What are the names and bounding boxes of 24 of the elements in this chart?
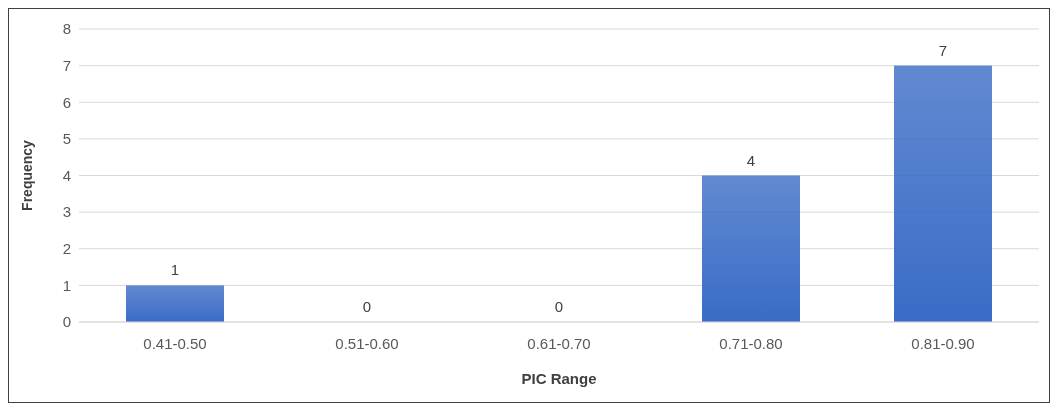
x-tick-label: 0.51-0.60 xyxy=(335,334,399,352)
data-label: 4 xyxy=(746,151,756,169)
bar xyxy=(894,65,992,322)
data-label: 0 xyxy=(362,298,372,315)
bar xyxy=(126,285,224,322)
y-tick-label: 5 xyxy=(62,130,71,148)
y-tick-label: 2 xyxy=(62,240,71,258)
data-label: 1 xyxy=(170,261,180,279)
y-tick-label: 0 xyxy=(62,313,71,331)
y-tick-label: 3 xyxy=(62,203,71,221)
y-axis-title: Frequency xyxy=(18,139,35,211)
data-label: 7 xyxy=(938,41,948,59)
y-tick-label: 4 xyxy=(62,166,71,184)
y-tick-label: 8 xyxy=(62,20,71,38)
x-axis-title: PIC Range xyxy=(521,370,597,387)
x-tick-label: 0.41-0.50 xyxy=(143,334,207,352)
data-label: 0 xyxy=(554,298,564,315)
x-tick-label: 0.61-0.70 xyxy=(527,334,591,352)
y-tick-label: 7 xyxy=(62,56,71,74)
y-tick-label: 6 xyxy=(62,93,71,111)
y-tick-label: 1 xyxy=(62,276,71,294)
x-tick-label: 0.71-0.80 xyxy=(719,334,783,352)
bar xyxy=(702,175,800,322)
x-tick-label: 0.81-0.90 xyxy=(911,334,975,352)
